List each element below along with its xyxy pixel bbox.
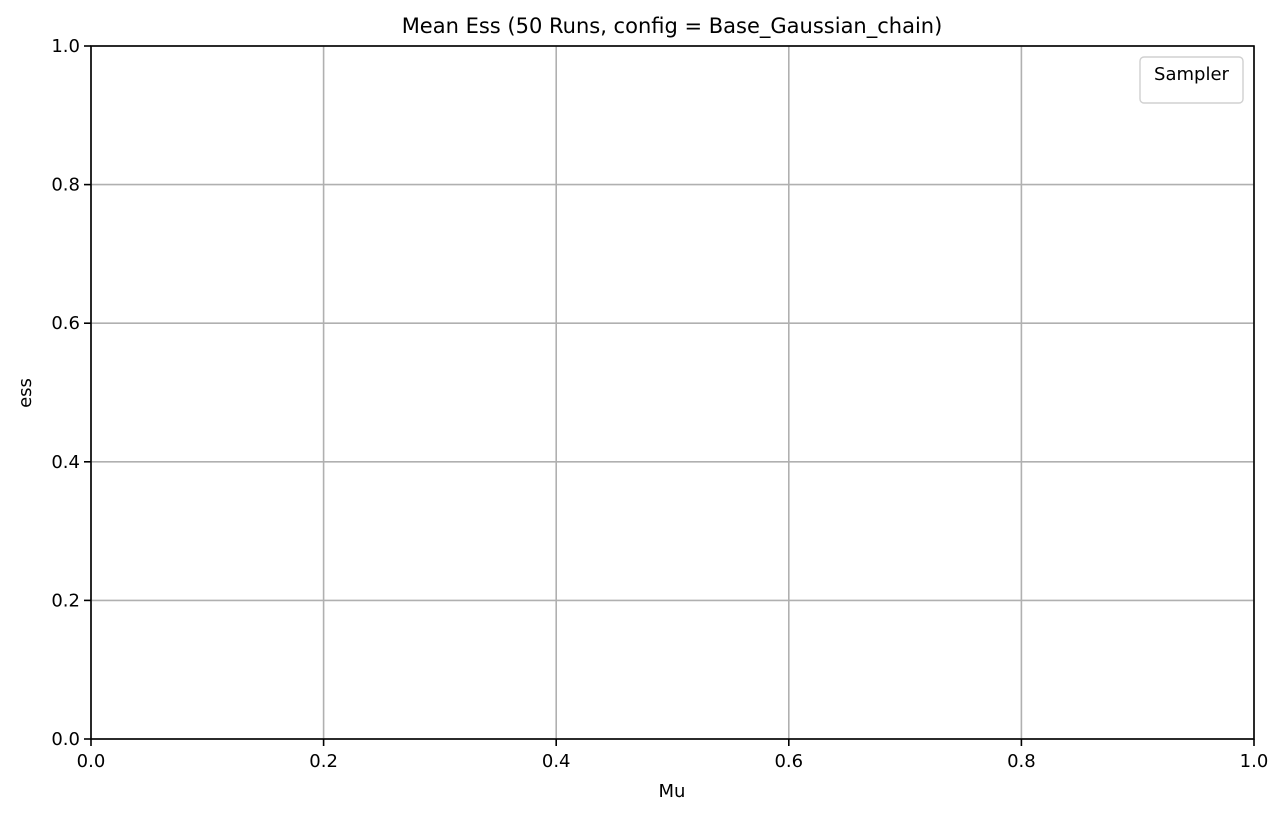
x-tick-label: 0.2 [309, 751, 338, 772]
y-tick-label: 0.0 [51, 729, 80, 750]
x-axis-ticks: 0.0 0.2 0.4 0.6 0.8 1.0 [77, 739, 1269, 772]
x-tick-label: 1.0 [1240, 751, 1269, 772]
y-tick-label: 0.8 [51, 175, 80, 196]
y-tick-label: 0.6 [51, 313, 80, 334]
y-tick-label: 0.4 [51, 452, 80, 473]
x-tick-label: 0.0 [77, 751, 106, 772]
chart-title: Mean Ess (50 Runs, config = Base_Gaussia… [402, 14, 943, 39]
plot-frame [90, 45, 1255, 740]
y-axis-ticks: 0.0 0.2 0.4 0.6 0.8 1.0 [51, 36, 91, 750]
legend: Sampler [1139, 56, 1244, 104]
x-tick-label: 0.8 [1007, 751, 1036, 772]
x-axis-label: Mu [659, 781, 686, 802]
y-axis-label: ess [15, 378, 36, 408]
legend-box [1139, 56, 1244, 104]
x-tick-label: 0.6 [774, 751, 803, 772]
legend-title: Sampler [1154, 64, 1229, 85]
y-tick-label: 0.2 [51, 590, 80, 611]
plot-area [91, 46, 1254, 739]
y-tick-label: 1.0 [51, 36, 80, 57]
x-tick-label: 0.4 [542, 751, 571, 772]
